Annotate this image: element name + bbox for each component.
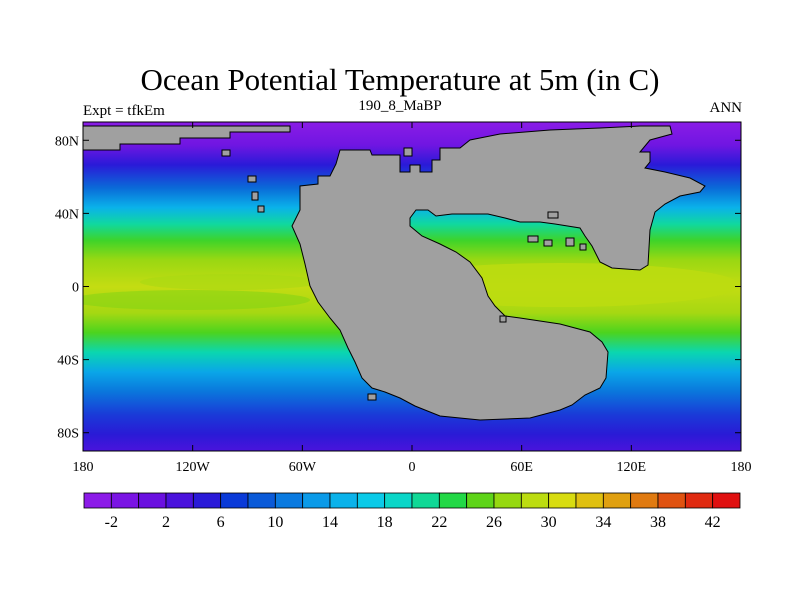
x-tick-label: 0 <box>409 460 416 475</box>
island-tethys-1 <box>527 235 539 243</box>
eastern-pacific-cold-tongue <box>83 290 310 310</box>
colorbar-box <box>657 492 686 509</box>
island-south-2 <box>499 315 507 323</box>
colorbar-labels: -2 2 6 10 14 18 22 26 30 34 38 42 <box>105 514 721 531</box>
island-arctic-3 <box>251 191 259 201</box>
colorbar-box <box>411 492 440 509</box>
x-axis-ticks: 180 120W 60W 0 60E 120E 180 <box>73 122 752 475</box>
island-tethys-4 <box>579 243 587 251</box>
colorbar-box <box>165 492 194 509</box>
colorbar-box <box>602 492 632 509</box>
colorbar-box <box>493 492 522 509</box>
colorbar-label: 26 <box>486 514 502 531</box>
land-arctic <box>83 125 291 151</box>
x-tick-label: 60W <box>289 460 317 475</box>
colorbar-box <box>384 492 413 509</box>
x-tick-label: 120E <box>617 460 647 475</box>
colorbar <box>83 492 741 509</box>
colorbar-box <box>302 492 331 509</box>
colorbar-box <box>220 492 249 509</box>
x-tick-label: 60E <box>510 460 533 475</box>
colorbar-box <box>575 492 604 509</box>
island-south-1 <box>367 393 377 401</box>
island-arctic-4 <box>257 205 265 213</box>
y-tick-label: 80S <box>57 427 79 442</box>
colorbar-box <box>466 492 495 509</box>
colorbar-box <box>438 492 468 509</box>
colorbar-label: 30 <box>541 514 557 531</box>
colorbar-box <box>548 492 577 509</box>
central-warm-band <box>140 274 320 290</box>
map-title: Ocean Potential Temperature at 5m (in C) <box>140 62 660 97</box>
colorbar-box <box>520 492 550 509</box>
colorbar-label: 10 <box>267 514 283 531</box>
colorbar-box <box>83 492 112 509</box>
y-tick-label: 0 <box>72 281 79 296</box>
y-axis-ticks: 80N 40N 0 40S 80S <box>55 134 741 442</box>
y-tick-label: 40S <box>57 354 79 369</box>
colorbar-box <box>684 492 714 509</box>
colorbar-label: 38 <box>650 514 666 531</box>
island-east-1 <box>547 211 559 219</box>
colorbar-box <box>630 492 659 509</box>
colorbar-box <box>110 492 140 509</box>
colorbar-label: 18 <box>377 514 393 531</box>
colorbar-box <box>138 492 167 509</box>
colorbar-box <box>247 492 276 509</box>
season-label: ANN <box>709 100 743 116</box>
colorbar-box <box>329 492 358 509</box>
period-label: 190_8_MaBP <box>358 98 442 114</box>
colorbar-label: -2 <box>105 514 118 531</box>
colorbar-box <box>356 492 386 509</box>
island-arctic-1 <box>221 149 231 157</box>
island-north-1 <box>403 147 413 157</box>
island-tethys-3 <box>565 237 575 247</box>
island-arctic-2 <box>247 175 257 183</box>
colorbar-label: 2 <box>162 514 170 531</box>
colorbar-box <box>192 492 222 509</box>
x-tick-label: 180 <box>731 460 752 475</box>
land-masses <box>83 125 706 421</box>
colorbar-label: 42 <box>705 514 721 531</box>
colorbar-label: 22 <box>431 514 447 531</box>
island-tethys-2 <box>543 239 553 247</box>
experiment-label: Expt = tfkEm <box>83 103 165 119</box>
colorbar-box <box>712 492 741 509</box>
colorbar-label: 34 <box>595 514 611 531</box>
land-pangea <box>291 125 706 421</box>
colorbar-box <box>274 492 304 509</box>
x-tick-label: 120W <box>176 460 211 475</box>
y-tick-label: 40N <box>55 207 79 222</box>
colorbar-label: 6 <box>217 514 225 531</box>
y-tick-label: 80N <box>55 134 79 149</box>
colorbar-label: 14 <box>322 514 338 531</box>
x-tick-label: 180 <box>73 460 94 475</box>
